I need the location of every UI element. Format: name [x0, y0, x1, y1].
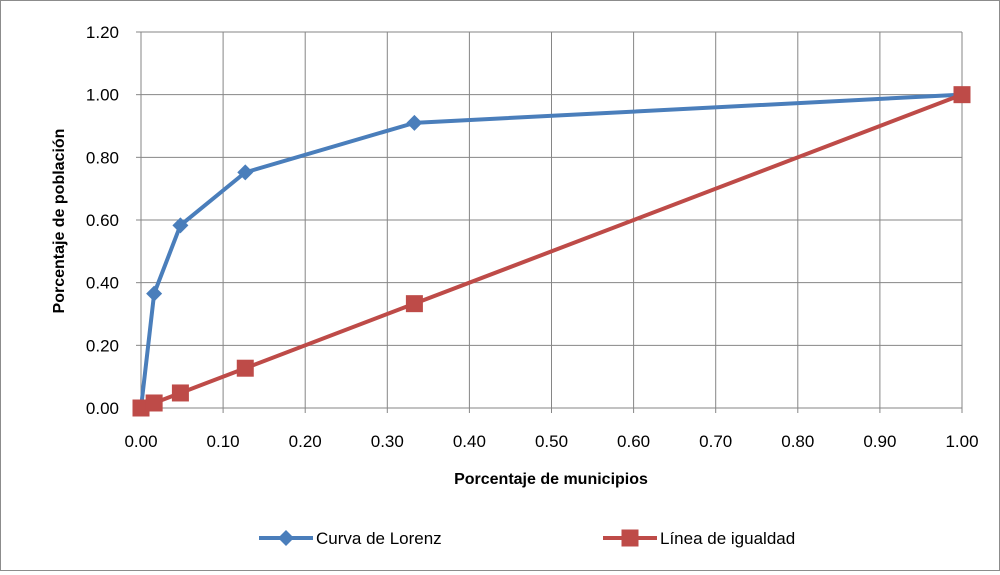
y-tick-label: 0.40	[86, 274, 119, 293]
x-tick-label: 0.70	[699, 432, 732, 451]
square-point	[171, 384, 189, 402]
y-tick-label: 1.20	[86, 23, 119, 42]
legend-marker	[278, 530, 294, 546]
legend-item-0: Curva de Lorenz	[259, 529, 442, 548]
grid-lines	[136, 31, 963, 413]
x-tick-label: 0.00	[124, 432, 157, 451]
legend-label: Línea de igualdad	[660, 529, 795, 548]
x-axis-title: Porcentaje de municipios	[454, 471, 648, 488]
diamond-point	[172, 217, 189, 234]
x-tick-label: 0.50	[535, 432, 568, 451]
y-tick-label: 0.80	[86, 148, 119, 167]
y-tick-label: 0.20	[86, 336, 119, 355]
square-point	[953, 86, 971, 104]
legend-label: Curva de Lorenz	[316, 529, 442, 548]
x-tick-label: 0.20	[289, 432, 322, 451]
series-1	[132, 86, 971, 417]
square-point	[236, 359, 254, 377]
legend: Curva de Lorenz Línea de igualdad	[259, 529, 795, 548]
legend-marker	[621, 529, 639, 547]
y-tick-label: 0.00	[86, 399, 119, 418]
y-axis-title: Porcentaje de población	[51, 129, 68, 314]
x-tick-label: 0.60	[617, 432, 650, 451]
x-tick-label: 0.90	[863, 432, 896, 451]
x-tick-label: 0.30	[371, 432, 404, 451]
x-tick-label: 1.00	[945, 432, 978, 451]
diamond-point	[146, 285, 163, 302]
diamond-point	[237, 164, 254, 181]
tick-labels: 0.00 0.10 0.20 0.30 0.40 0.50 0.60 0.70 0.80 0.90…	[86, 23, 979, 451]
series-line	[139, 92, 963, 409]
square-point	[145, 394, 163, 412]
x-tick-label: 0.80	[781, 432, 814, 451]
legend-item-1: Línea de igualdad	[603, 529, 795, 548]
x-tick-label: 0.10	[207, 432, 240, 451]
square-point	[132, 399, 150, 417]
series-layer	[132, 86, 971, 417]
x-tick-label: 0.40	[453, 432, 486, 451]
y-tick-label: 0.60	[86, 211, 119, 230]
y-tick-label: 1.00	[86, 86, 119, 105]
square-point	[405, 295, 423, 313]
diamond-point	[406, 114, 423, 131]
